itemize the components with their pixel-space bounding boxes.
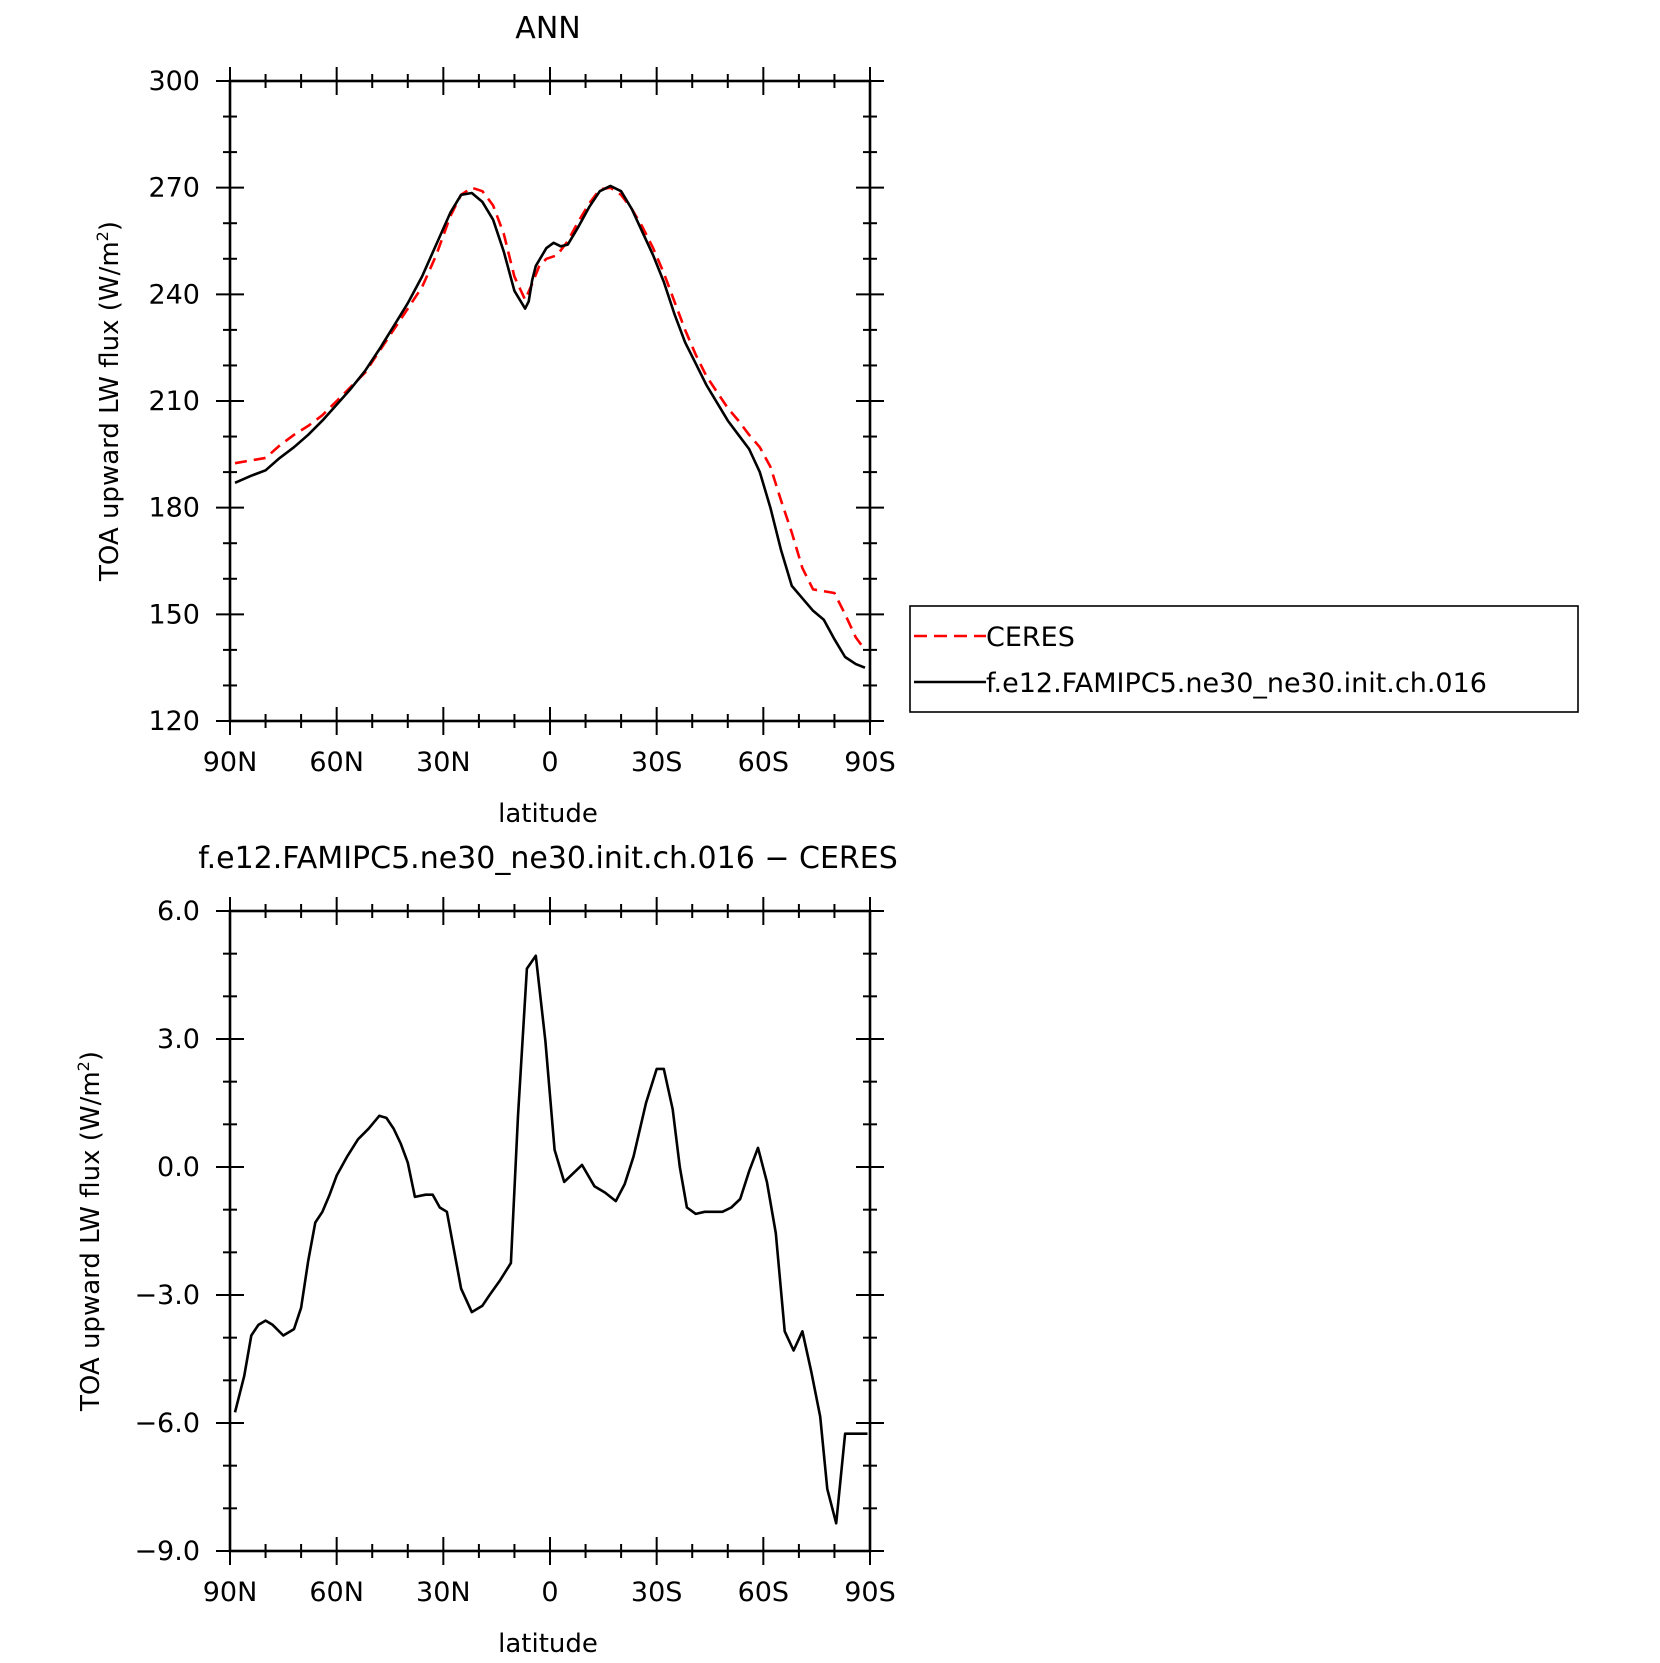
x-tick-label: 0 bbox=[541, 747, 558, 778]
series-line-difference bbox=[233, 954, 868, 1525]
series-group bbox=[233, 954, 868, 1525]
y-tick-label: 300 bbox=[148, 66, 200, 97]
legend-label-model: f.e12.FAMIPC5.ne30_ne30.init.ch.016 bbox=[986, 668, 1487, 699]
x-tick-label: 30N bbox=[416, 747, 471, 778]
y-tick-label: −6.0 bbox=[134, 1408, 200, 1439]
x-tick-label: 60N bbox=[309, 1577, 364, 1608]
y-axis-label: TOA upward LW flux (W/m2) bbox=[74, 1051, 106, 1412]
y-tick-label: 120 bbox=[148, 706, 200, 737]
axis-ticks: 120 150 180 210 240 270 300 90N 60N 30N 0 30S 60S 90S bbox=[148, 66, 895, 778]
y-tick-label: 240 bbox=[148, 279, 200, 310]
y-tick-label: 3.0 bbox=[157, 1024, 200, 1055]
series-line-ceres bbox=[234, 186, 867, 651]
axis-ticks: −9.0 −6.0 −3.0 0.0 3.0 6.0 90N 60N 30N 0 30S 60S 90S bbox=[134, 896, 895, 1608]
x-tick-label: 90N bbox=[203, 747, 258, 778]
plot-frame bbox=[228, 79, 872, 723]
y-tick-label: 150 bbox=[148, 599, 200, 630]
series-line-model bbox=[234, 184, 866, 669]
x-tick-label: 60S bbox=[738, 1577, 790, 1608]
x-tick-label: 90N bbox=[203, 1577, 258, 1608]
x-tick-label: 0 bbox=[541, 1577, 558, 1608]
y-tick-label: −3.0 bbox=[134, 1280, 200, 1311]
y-axis-label: TOA upward LW flux (W/m2) bbox=[93, 221, 125, 582]
series-group bbox=[234, 184, 867, 669]
x-tick-label: 60S bbox=[738, 747, 790, 778]
x-tick-label: 60N bbox=[309, 747, 364, 778]
chart-title: ANN bbox=[515, 11, 580, 46]
y-tick-label: 6.0 bbox=[157, 896, 200, 927]
x-tick-label: 30S bbox=[631, 1577, 683, 1608]
x-tick-label: 90S bbox=[844, 1577, 896, 1608]
legend-box bbox=[909, 605, 1579, 713]
panel-bottom: f.e12.FAMIPC5.ne30_ne30.init.ch.016 − CE… bbox=[74, 841, 898, 1659]
x-tick-label: 30S bbox=[631, 747, 683, 778]
legend-label-ceres: CERES bbox=[986, 622, 1075, 653]
x-axis-label: latitude bbox=[498, 1629, 598, 1659]
x-axis-label: latitude bbox=[498, 799, 598, 829]
plot-frame bbox=[228, 909, 872, 1553]
y-tick-label: 210 bbox=[148, 386, 200, 417]
y-tick-label: 180 bbox=[148, 493, 200, 524]
y-tick-label: 0.0 bbox=[157, 1152, 200, 1183]
x-tick-label: 30N bbox=[416, 1577, 471, 1608]
y-tick-label: −9.0 bbox=[134, 1536, 200, 1567]
panel-top: ANN TOA upward LW flux (W/m2) latitude 1… bbox=[93, 11, 896, 829]
y-tick-label: 270 bbox=[148, 173, 200, 204]
difference-title: f.e12.FAMIPC5.ne30_ne30.init.ch.016 − CE… bbox=[198, 841, 898, 876]
legend: CERES f.e12.FAMIPC5.ne30_ne30.init.ch.01… bbox=[909, 605, 1579, 713]
x-tick-label: 90S bbox=[844, 747, 896, 778]
